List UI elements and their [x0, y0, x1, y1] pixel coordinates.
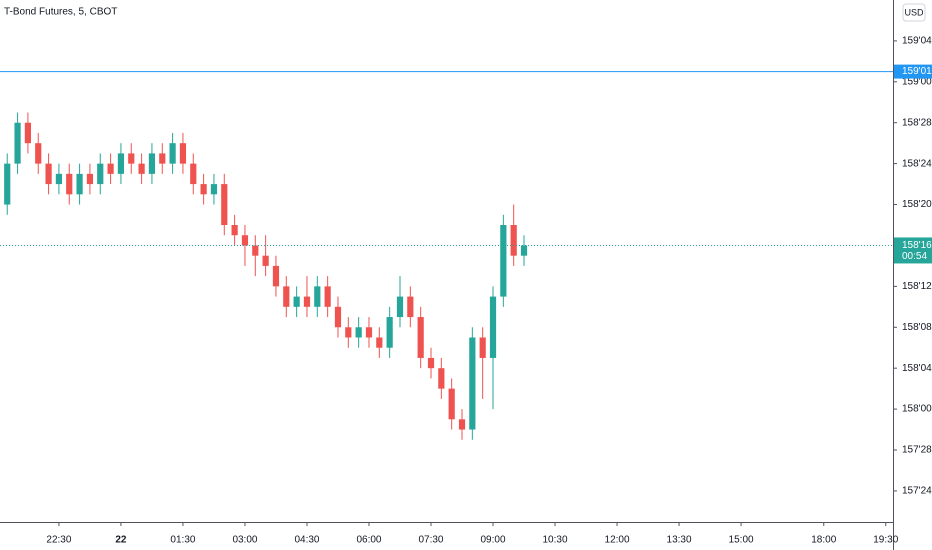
- x-tick-label: 09:00: [480, 535, 505, 546]
- candle-body: [479, 337, 486, 358]
- candle-body: [252, 245, 259, 256]
- candle-body: [417, 317, 424, 358]
- candle-body: [66, 173, 73, 195]
- x-tick-label: 12:00: [605, 535, 630, 546]
- y-tick-label: 158'12: [902, 281, 932, 292]
- candle-body: [200, 184, 207, 195]
- candle-body: [4, 163, 11, 205]
- candle-body: [396, 296, 404, 318]
- candle-body: [324, 286, 331, 307]
- y-tick-label: 157'24: [902, 486, 932, 497]
- y-tick-label: 158'20: [902, 199, 932, 210]
- candle-body: [448, 388, 455, 420]
- candle-body: [272, 265, 280, 287]
- y-tick-label: 157'28: [902, 445, 932, 456]
- candle-body: [159, 153, 166, 164]
- candle-body: [138, 163, 145, 174]
- y-tick-label: 159'00: [902, 76, 932, 87]
- y-tick-label: 158'24: [902, 158, 932, 169]
- candle-body: [345, 327, 352, 338]
- alert-label: 159'01: [902, 66, 932, 77]
- candle-body: [500, 225, 507, 297]
- candle-body: [231, 225, 238, 236]
- alert-label-box: [894, 64, 932, 79]
- candle-body: [458, 419, 466, 430]
- candle-body: [86, 173, 94, 185]
- candle-body: [438, 368, 445, 389]
- x-tick-label: 03:00: [232, 535, 257, 546]
- candle-body: [14, 122, 21, 164]
- candle-body: [179, 143, 187, 164]
- y-tick-label: 158'04: [902, 363, 932, 374]
- candle-body: [210, 184, 218, 195]
- candle-body: [293, 296, 300, 307]
- candle-body: [35, 143, 42, 164]
- y-tick-label: 158'28: [902, 117, 932, 128]
- candle-body: [469, 337, 476, 430]
- x-tick-label: 22:30: [46, 535, 71, 546]
- y-tick-label: 158'00: [902, 404, 932, 415]
- currency-button[interactable]: [902, 3, 926, 22]
- candle-body: [386, 317, 393, 348]
- candle-body: [128, 153, 135, 164]
- x-tick-label: 15:00: [729, 535, 754, 546]
- chart-title: T-Bond Futures, 5, CBOT: [4, 7, 117, 18]
- candle-body: [489, 296, 497, 358]
- candle-body: [55, 173, 63, 185]
- candle-body: [148, 153, 156, 174]
- candle-body: [407, 296, 414, 318]
- last-price-label: 158'16: [902, 240, 932, 251]
- x-tick-label: 13:30: [667, 535, 692, 546]
- candle-body: [283, 286, 290, 307]
- candle-body: [221, 184, 228, 225]
- candle-body: [169, 143, 176, 164]
- candle-body: [262, 255, 269, 266]
- candle-body: [334, 306, 342, 328]
- x-tick-label: 10:30: [543, 535, 568, 546]
- x-tick-label: 22: [115, 535, 127, 546]
- currency-label[interactable]: USD: [904, 7, 924, 17]
- candle-body: [520, 245, 528, 256]
- candle-body: [97, 163, 104, 185]
- countdown-label: 00:54: [902, 251, 927, 262]
- x-tick-label: 04:30: [294, 535, 319, 546]
- x-tick-label: 19:30: [873, 535, 898, 546]
- y-tick-label: 159'04: [902, 36, 932, 47]
- candle-body: [45, 163, 52, 185]
- candle-body: [365, 327, 373, 338]
- candle-body: [510, 225, 517, 256]
- candle-body: [76, 173, 83, 195]
- candle-body: [24, 122, 32, 144]
- candle-body: [117, 153, 125, 174]
- last-price-box: [894, 237, 932, 264]
- x-tick-label: 01:30: [170, 535, 195, 546]
- candle-body: [107, 163, 114, 174]
- candle-body: [241, 235, 249, 246]
- candle-body: [355, 327, 362, 338]
- x-tick-label: 18:00: [811, 535, 836, 546]
- candle-body: [427, 357, 435, 369]
- x-tick-label: 06:00: [356, 535, 381, 546]
- candle-body: [314, 286, 321, 307]
- candle-body: [376, 337, 383, 348]
- candle-body: [303, 296, 311, 307]
- x-tick-label: 07:30: [418, 535, 443, 546]
- candle-body: [190, 163, 197, 185]
- y-tick-label: 158'08: [902, 322, 932, 333]
